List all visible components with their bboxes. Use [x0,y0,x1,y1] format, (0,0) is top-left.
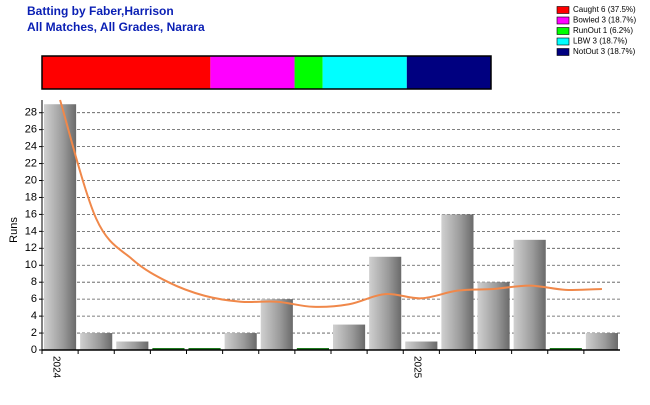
bar [152,348,185,350]
y-axis-label: Runs [8,217,20,243]
bar [477,282,510,350]
y-tick-label: 0 [31,344,37,356]
y-tick-label: 26 [25,124,37,136]
y-tick-label: 18 [25,191,37,203]
legend-label: Caught 6 (37.5%) [573,5,636,14]
y-tick-label: 20 [25,174,37,186]
y-tick-label: 6 [31,293,37,305]
bar [188,348,221,350]
y-tick-label: 24 [25,141,37,153]
x-tick-label: 2025 [412,356,423,379]
y-tick-label: 10 [25,259,37,271]
y-tick-label: 8 [31,276,37,288]
legend-swatch [556,37,570,46]
bar [513,239,546,350]
bar [116,341,149,350]
y-tick-label: 4 [31,310,37,322]
bar [333,324,366,350]
bar [44,104,77,350]
y-tick-label: 2 [31,327,37,339]
y-tick-label: 12 [25,242,37,254]
y-tick-label: 14 [25,225,37,237]
dismissal-frame [41,55,492,90]
bar [224,333,257,350]
x-tick-label: 2024 [50,356,61,379]
dismissal-segment [210,56,295,89]
dismissal-segment [294,56,323,89]
dismissal-segment [406,56,491,89]
bar [260,299,293,350]
average-line [59,99,602,308]
legend-label: RunOut 1 (6.2%) [573,26,633,35]
bar [549,348,582,350]
legend-swatch [556,16,570,25]
y-tick-label: 28 [25,107,37,119]
bar [585,333,618,350]
bar [369,256,402,350]
legend-swatch [556,27,570,35]
legend-label: LBW 3 (18.7%) [573,37,628,46]
legend-swatch [556,48,570,56]
bar [80,333,113,350]
y-tick-label: 16 [25,208,37,220]
legend-label: Bowled 3 (18.7%) [573,16,636,25]
bar [405,341,438,350]
legend-label: NotOut 3 (18.7%) [573,47,636,56]
bar [441,214,474,350]
legend-swatch [556,6,570,14]
chart-title: Batting by Faber,Harrison [27,4,174,18]
y-tick-label: 22 [25,157,37,169]
dismissal-segment [42,56,211,89]
chart-subtitle: All Matches, All Grades, Narara [27,20,205,34]
dismissal-segment [322,56,407,89]
bar [296,348,329,350]
